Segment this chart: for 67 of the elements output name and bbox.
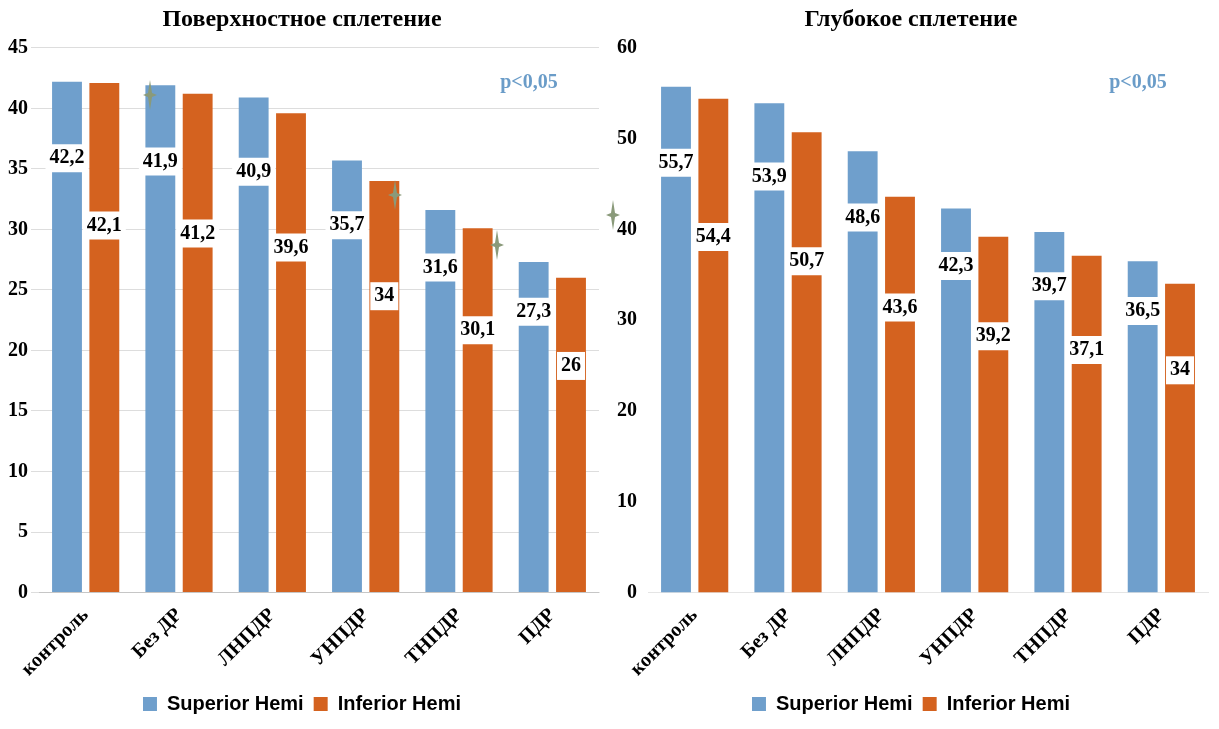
data-label: 26 (561, 353, 581, 376)
bar (1165, 283, 1195, 593)
x-tick-label: Без ДР (126, 602, 187, 663)
bar (276, 113, 306, 593)
y-tick-label: 15 (8, 398, 28, 421)
y-tick-label: 5 (18, 519, 28, 542)
annotation: p<0,05 (1109, 69, 1167, 93)
bar (462, 228, 493, 593)
y-tick-label: 10 (617, 488, 637, 511)
data-label: 41,2 (180, 220, 216, 243)
data-label: 34 (1170, 357, 1190, 380)
data-label: 41,9 (142, 148, 178, 171)
y-tick-label: 30 (8, 216, 28, 239)
bar (1071, 255, 1102, 593)
bar (698, 98, 729, 593)
bar (1127, 261, 1158, 593)
data-label: 54,4 (695, 224, 731, 247)
bar (556, 277, 586, 593)
legend-label: Inferior Hemi (337, 691, 462, 714)
chart-title: Поверхностное сплетение (162, 4, 442, 31)
data-label: 30,1 (460, 317, 496, 340)
bar (518, 262, 549, 593)
bar (791, 132, 822, 593)
data-label: 50,7 (789, 248, 825, 271)
data-label: 39,7 (1031, 273, 1067, 296)
data-label: 27,3 (516, 298, 552, 321)
chart-title: Глубокое сплетение (804, 4, 1018, 31)
y-tick-label: 20 (617, 398, 637, 421)
y-tick-label: 40 (617, 216, 637, 239)
legend-label: Superior Hemi (775, 691, 913, 714)
data-label: 48,6 (845, 204, 881, 227)
data-label: 34 (374, 283, 395, 306)
y-tick-label: 20 (8, 337, 28, 360)
y-tick-label: 10 (8, 458, 28, 481)
annotation: p<0,05 (500, 69, 558, 93)
data-label: 31,6 (422, 254, 458, 277)
data-label: 42,1 (86, 212, 122, 235)
y-tick-label: 30 (617, 307, 637, 330)
data-label: 55,7 (658, 149, 694, 172)
bar (425, 210, 456, 593)
data-label: 42,2 (49, 145, 85, 168)
y-tick-label: 45 (8, 34, 28, 57)
data-label: 53,9 (751, 163, 787, 186)
x-tick-label: Без ДР (735, 602, 796, 663)
data-label: 43,6 (882, 294, 918, 317)
legend-label: Inferior Hemi (946, 691, 1071, 714)
y-tick-label: 0 (18, 579, 28, 602)
y-tick-label: 25 (8, 277, 28, 300)
bar (369, 180, 400, 593)
data-label: 39,2 (975, 323, 1011, 346)
data-label: 42,3 (938, 253, 974, 276)
bar (847, 151, 878, 593)
legend-label: Superior Hemi (166, 691, 304, 714)
bar (1034, 232, 1065, 593)
data-label: 40,9 (236, 158, 272, 181)
data-label: 35,7 (329, 212, 365, 235)
y-tick-label: 60 (617, 34, 637, 57)
y-tick-label: 50 (617, 125, 637, 148)
data-label: 36,5 (1125, 298, 1161, 321)
data-label: 37,1 (1069, 337, 1105, 360)
y-tick-label: 40 (8, 95, 28, 118)
data-label: 39,6 (273, 234, 309, 257)
bar (978, 236, 1009, 593)
bar (754, 103, 785, 593)
y-tick-label: 35 (8, 156, 28, 179)
y-tick-label: 0 (627, 579, 637, 602)
bar (661, 86, 691, 593)
